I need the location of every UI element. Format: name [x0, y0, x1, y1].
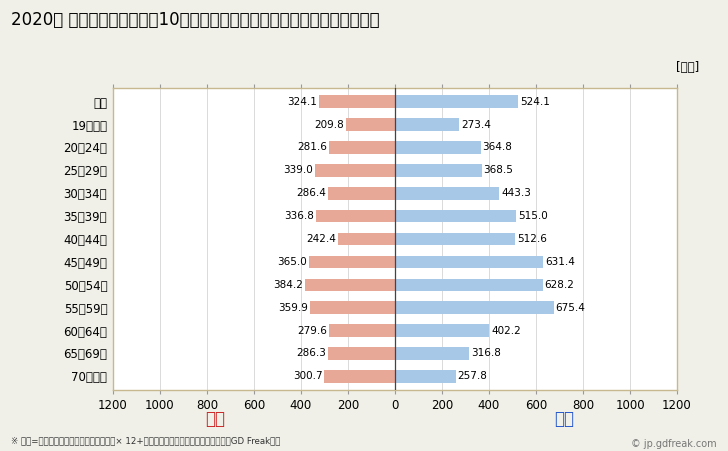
- Bar: [329, 141, 395, 154]
- Bar: [395, 370, 456, 383]
- Text: 524.1: 524.1: [520, 97, 550, 107]
- Bar: [329, 324, 395, 337]
- Text: 女性: 女性: [205, 410, 225, 428]
- Text: 242.4: 242.4: [306, 234, 336, 244]
- Text: ※ 年収=「きまって支給する現金給与額」× 12+「年間賞与その他特別給与額」としてGD Freak推計: ※ 年収=「きまって支給する現金給与額」× 12+「年間賞与その他特別給与額」と…: [11, 437, 280, 446]
- Bar: [395, 210, 516, 222]
- Text: 209.8: 209.8: [314, 120, 344, 129]
- Bar: [395, 256, 543, 268]
- Bar: [310, 301, 395, 314]
- Text: 279.6: 279.6: [298, 326, 328, 336]
- Text: 384.2: 384.2: [273, 280, 303, 290]
- Bar: [395, 324, 489, 337]
- Text: 339.0: 339.0: [284, 166, 313, 175]
- Text: 286.3: 286.3: [296, 349, 325, 359]
- Text: 316.8: 316.8: [471, 349, 501, 359]
- Bar: [324, 370, 395, 383]
- Bar: [395, 164, 481, 177]
- Text: 628.2: 628.2: [545, 280, 574, 290]
- Bar: [328, 187, 395, 199]
- Bar: [315, 164, 395, 177]
- Text: 368.5: 368.5: [483, 166, 513, 175]
- Text: 286.4: 286.4: [296, 188, 325, 198]
- Text: 512.6: 512.6: [518, 234, 547, 244]
- Bar: [395, 233, 515, 245]
- Bar: [304, 279, 395, 291]
- Text: 300.7: 300.7: [293, 371, 323, 382]
- Text: 515.0: 515.0: [518, 211, 547, 221]
- Text: 257.8: 257.8: [457, 371, 487, 382]
- Bar: [395, 279, 542, 291]
- Text: 324.1: 324.1: [287, 97, 317, 107]
- Bar: [395, 95, 518, 108]
- Text: 男性: 男性: [554, 410, 574, 428]
- Text: 281.6: 281.6: [297, 143, 327, 152]
- Text: © jp.gdfreak.com: © jp.gdfreak.com: [631, 439, 717, 449]
- Bar: [395, 141, 480, 154]
- Text: 2020年 民間企業（従業者数10人以上）フルタイム労働者の男女別平均年収: 2020年 民間企業（従業者数10人以上）フルタイム労働者の男女別平均年収: [11, 11, 379, 29]
- Bar: [316, 210, 395, 222]
- Text: 402.2: 402.2: [491, 326, 521, 336]
- Text: 443.3: 443.3: [501, 188, 531, 198]
- Text: 631.4: 631.4: [545, 257, 575, 267]
- Text: 336.8: 336.8: [284, 211, 314, 221]
- Text: 273.4: 273.4: [461, 120, 491, 129]
- Bar: [309, 256, 395, 268]
- Bar: [346, 118, 395, 131]
- Text: 365.0: 365.0: [277, 257, 307, 267]
- Bar: [395, 347, 470, 360]
- Bar: [319, 95, 395, 108]
- Bar: [328, 347, 395, 360]
- Bar: [338, 233, 395, 245]
- Bar: [395, 118, 459, 131]
- Bar: [395, 301, 554, 314]
- Bar: [395, 187, 499, 199]
- Text: 675.4: 675.4: [555, 303, 585, 313]
- Text: 359.9: 359.9: [279, 303, 309, 313]
- Text: [万円]: [万円]: [676, 61, 699, 74]
- Text: 364.8: 364.8: [483, 143, 513, 152]
